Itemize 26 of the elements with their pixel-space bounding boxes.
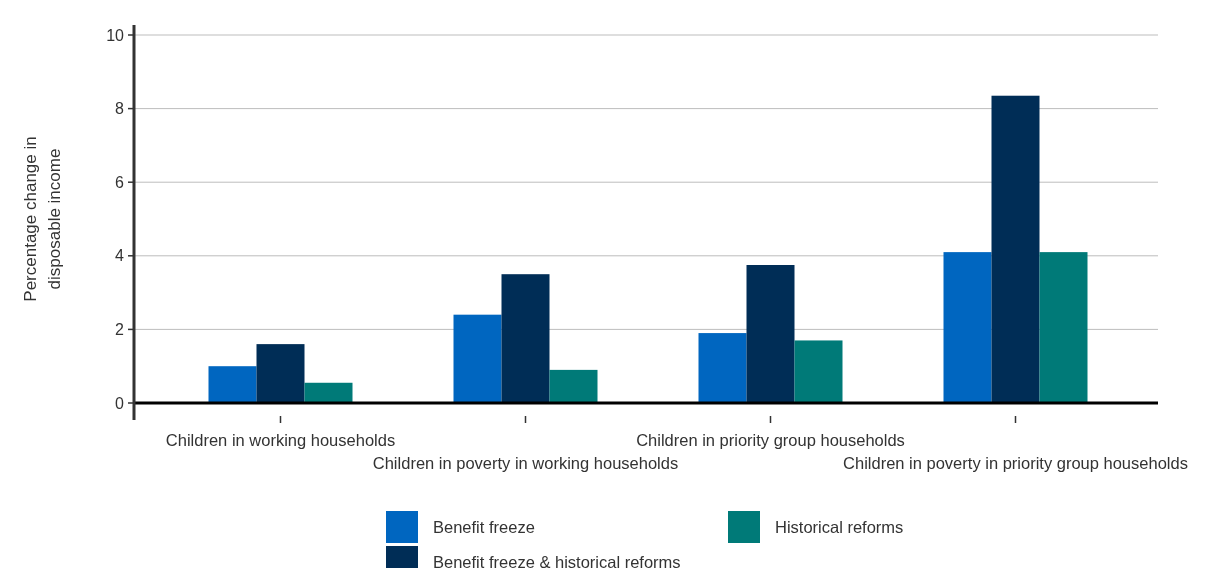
y-tick-label: 4 — [115, 247, 125, 265]
bar — [453, 314, 502, 403]
bar — [256, 344, 305, 403]
y-axis-title: Percentage change in disposable income — [21, 136, 64, 302]
bar — [794, 340, 843, 403]
y-tick-label: 10 — [106, 26, 125, 44]
y-tick-label: 2 — [115, 321, 125, 338]
bar — [304, 382, 353, 403]
bar — [698, 333, 747, 403]
y-tick-label: 0 — [115, 394, 125, 412]
bar — [991, 95, 1040, 403]
x-tick-label: Children in poverty in priority group households — [843, 454, 1188, 472]
x-tick-label: Children in priority group households — [636, 431, 905, 449]
x-tick-label: Children in working households — [165, 431, 396, 449]
y-tick-label: 6 — [115, 173, 125, 191]
x-tick-label: Children in poverty in working households — [372, 454, 679, 472]
bar — [208, 366, 257, 403]
bar — [943, 252, 992, 403]
bar — [746, 265, 795, 403]
legend-label: Benefit freeze — [433, 517, 535, 536]
legend-label: Benefit freeze & historical reforms — [433, 552, 681, 568]
bar — [549, 369, 598, 403]
bar — [1039, 252, 1088, 403]
bar — [501, 274, 550, 403]
legend-label: Historical reforms — [775, 517, 904, 536]
y-tick-label: 8 — [115, 100, 125, 118]
